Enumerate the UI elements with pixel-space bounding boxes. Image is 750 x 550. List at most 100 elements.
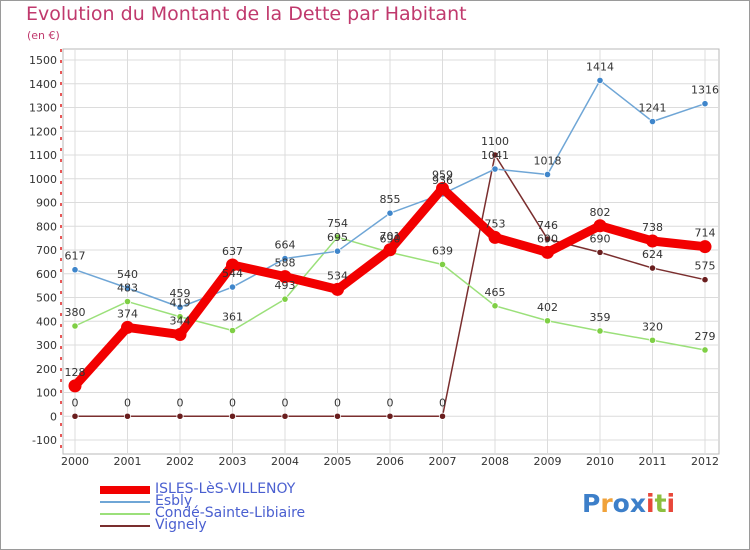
data-point (648, 264, 657, 272)
data-label: 1241 (639, 102, 667, 115)
data-point (491, 302, 499, 310)
x-tick-label: 2004 (271, 455, 299, 468)
data-label: 361 (222, 311, 243, 324)
data-point (648, 336, 657, 344)
y-tick-label: 1500 (29, 54, 57, 67)
data-label: 279 (695, 330, 716, 343)
data-label: 701 (380, 230, 401, 243)
data-point (333, 233, 342, 241)
data-label: 690 (380, 232, 401, 245)
data-point (386, 209, 394, 217)
data-point (701, 100, 709, 108)
x-tick-label: 2000 (61, 455, 89, 468)
y-tick-label: 500 (36, 292, 57, 305)
y-tick-label: 300 (36, 339, 57, 352)
x-tick-label: 2010 (586, 455, 614, 468)
chart-legend: ISLES-LèS-VILLENOY Esbly Condé-Sainte-Libi… (100, 481, 400, 533)
data-point (491, 165, 499, 173)
data-label: 738 (642, 221, 663, 234)
logo-letter: i (646, 489, 655, 518)
x-tick-label: 2008 (481, 455, 509, 468)
chart-title: Evolution du Montant de la Dette par Hab… (26, 3, 467, 25)
y-tick-label: 1300 (29, 102, 57, 115)
data-point (593, 219, 607, 233)
legend-swatch (100, 513, 150, 515)
y-tick-label: 100 (36, 387, 57, 400)
y-tick-label: 1200 (29, 125, 57, 138)
data-point (123, 284, 132, 292)
data-point (543, 170, 552, 179)
y-tick-label: 1400 (29, 78, 57, 91)
data-label: 1316 (691, 84, 719, 97)
legend-item: Vignely (100, 517, 400, 533)
x-tick-label: 2003 (219, 455, 247, 468)
logo-letter: x (629, 489, 646, 518)
y-tick-label: 1100 (29, 149, 57, 162)
logo-letter: t (654, 489, 667, 518)
data-label: 624 (642, 248, 663, 261)
data-point (646, 234, 659, 248)
data-point (438, 412, 447, 420)
data-label: 380 (65, 306, 86, 319)
data-label: 459 (170, 287, 191, 300)
data-label: 753 (485, 217, 506, 230)
data-point (438, 260, 447, 269)
data-label: 746 (537, 219, 558, 232)
data-label: 1018 (534, 154, 562, 167)
data-label: 0 (72, 396, 79, 409)
data-label: 575 (695, 260, 716, 273)
data-label: 534 (327, 269, 348, 282)
data-label: 664 (275, 239, 296, 252)
data-label: 754 (327, 217, 348, 230)
data-label: 0 (387, 396, 394, 409)
proxiti-logo: Proxiti (582, 489, 675, 518)
data-point (123, 412, 132, 420)
logo-letter: o (612, 489, 630, 518)
data-label: 540 (117, 268, 138, 281)
data-point (701, 276, 709, 284)
data-point (68, 379, 82, 393)
data-point (436, 181, 449, 195)
data-label: 802 (590, 206, 611, 219)
data-label: 1414 (586, 60, 614, 73)
x-tick-label: 2006 (376, 455, 404, 468)
data-point (596, 248, 604, 256)
data-label: 690 (590, 232, 611, 245)
data-label: 402 (537, 301, 558, 314)
data-point (71, 412, 79, 420)
y-tick-label: -100 (32, 434, 57, 447)
data-point (121, 320, 134, 334)
x-tick-label: 2009 (534, 455, 562, 468)
data-point (648, 117, 657, 126)
data-point (278, 270, 292, 284)
data-label: 695 (327, 231, 348, 244)
y-tick-label: 700 (36, 244, 57, 257)
data-point (281, 412, 289, 420)
data-point (281, 254, 289, 263)
data-point (228, 283, 237, 291)
y-tick-label: 400 (36, 315, 57, 328)
data-point (543, 317, 552, 325)
logo-letter: P (582, 489, 601, 518)
data-label: 0 (124, 396, 131, 409)
data-point (176, 412, 184, 420)
data-point (71, 322, 79, 330)
data-point (331, 282, 344, 296)
data-label: 419 (170, 297, 191, 310)
data-label: 959 (432, 168, 453, 181)
data-label: 0 (439, 396, 446, 409)
legend-swatch (100, 501, 150, 503)
data-label: 0 (282, 396, 289, 409)
legend-label: ISLES-LèS-VILLENOY (155, 481, 296, 497)
data-point (488, 230, 502, 244)
data-point (383, 243, 397, 257)
legend-label: Condé-Sainte-Libiaire (155, 505, 306, 521)
data-label: 690 (537, 232, 558, 245)
data-label: 0 (177, 396, 184, 409)
data-label: 617 (65, 250, 86, 263)
legend-swatch (100, 525, 150, 527)
data-point (541, 245, 554, 259)
y-tick-label: 1000 (29, 173, 57, 186)
data-point (698, 240, 712, 254)
